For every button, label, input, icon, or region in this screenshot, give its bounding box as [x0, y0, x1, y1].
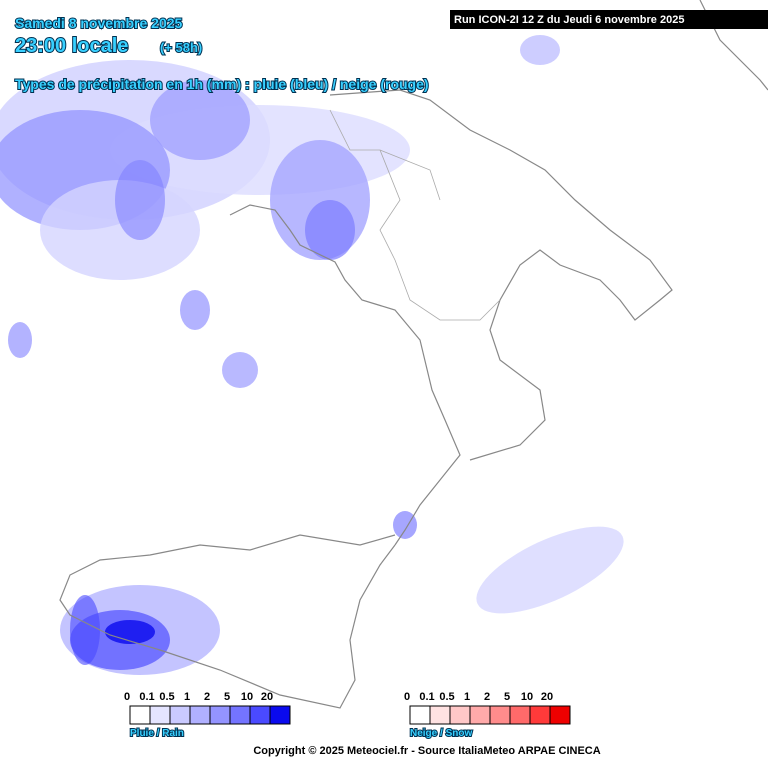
rain-legend-label: 0.1: [139, 691, 154, 703]
snow-legend-label: 10: [521, 691, 533, 703]
rain-legend-label: 1: [184, 691, 190, 703]
copyright: Copyright © 2025 Meteociel.fr - Source I…: [253, 745, 600, 757]
snow-legend-label: 0.1: [419, 691, 434, 703]
map-date: Samedi 8 novembre 2025: [15, 15, 183, 31]
map-description: Types de précipitation en 1h (mm) : plui…: [15, 76, 429, 92]
rain-legend-label: 0.5: [159, 691, 174, 703]
rain-legend-box: [269, 705, 291, 725]
map-time: 23:00 locale: [15, 35, 128, 57]
precipitation: [0, 35, 624, 675]
rain-legend-box: [129, 705, 151, 725]
snow-legend-label: 5: [504, 691, 510, 703]
rain-legend-box: [149, 705, 171, 725]
rain-legend-box: [189, 705, 211, 725]
run-info: Run ICON-2I 12 Z du Jeudi 6 novembre 202…: [454, 14, 684, 26]
rain-legend-label: 10: [241, 691, 253, 703]
rain-legend-label: 20: [261, 691, 273, 703]
snow-legend-box: [529, 705, 551, 725]
snow-legend-box: [469, 705, 491, 725]
snow-legend-box: [549, 705, 571, 725]
rain-legend-title: Pluie / Rain: [130, 728, 184, 739]
snow-legend-box: [449, 705, 471, 725]
rain-legend-box: [229, 705, 251, 725]
snow-legend-box: [509, 705, 531, 725]
rain-legend-label: 5: [224, 691, 230, 703]
snow-legend-label: 0.5: [439, 691, 454, 703]
snow-legend-label: 20: [541, 691, 553, 703]
coastlines: [59, 0, 768, 709]
rain-legend-label: 0: [124, 691, 130, 703]
snow-legend-title: Neige / Snow: [410, 728, 472, 739]
snow-legend-label: 1: [464, 691, 470, 703]
snow-legend-box: [409, 705, 431, 725]
snow-legend-label: 0: [404, 691, 410, 703]
rain-legend-box: [249, 705, 271, 725]
snow-legend-box: [489, 705, 511, 725]
rain-legend-box: [209, 705, 231, 725]
forecast-offset: (+ 58h): [160, 40, 202, 55]
snow-legend-box: [429, 705, 451, 725]
rain-legend-box: [169, 705, 191, 725]
snow-legend-label: 2: [484, 691, 490, 703]
rain-legend-label: 2: [204, 691, 210, 703]
run-banner: [450, 10, 768, 29]
borders: [329, 109, 501, 321]
